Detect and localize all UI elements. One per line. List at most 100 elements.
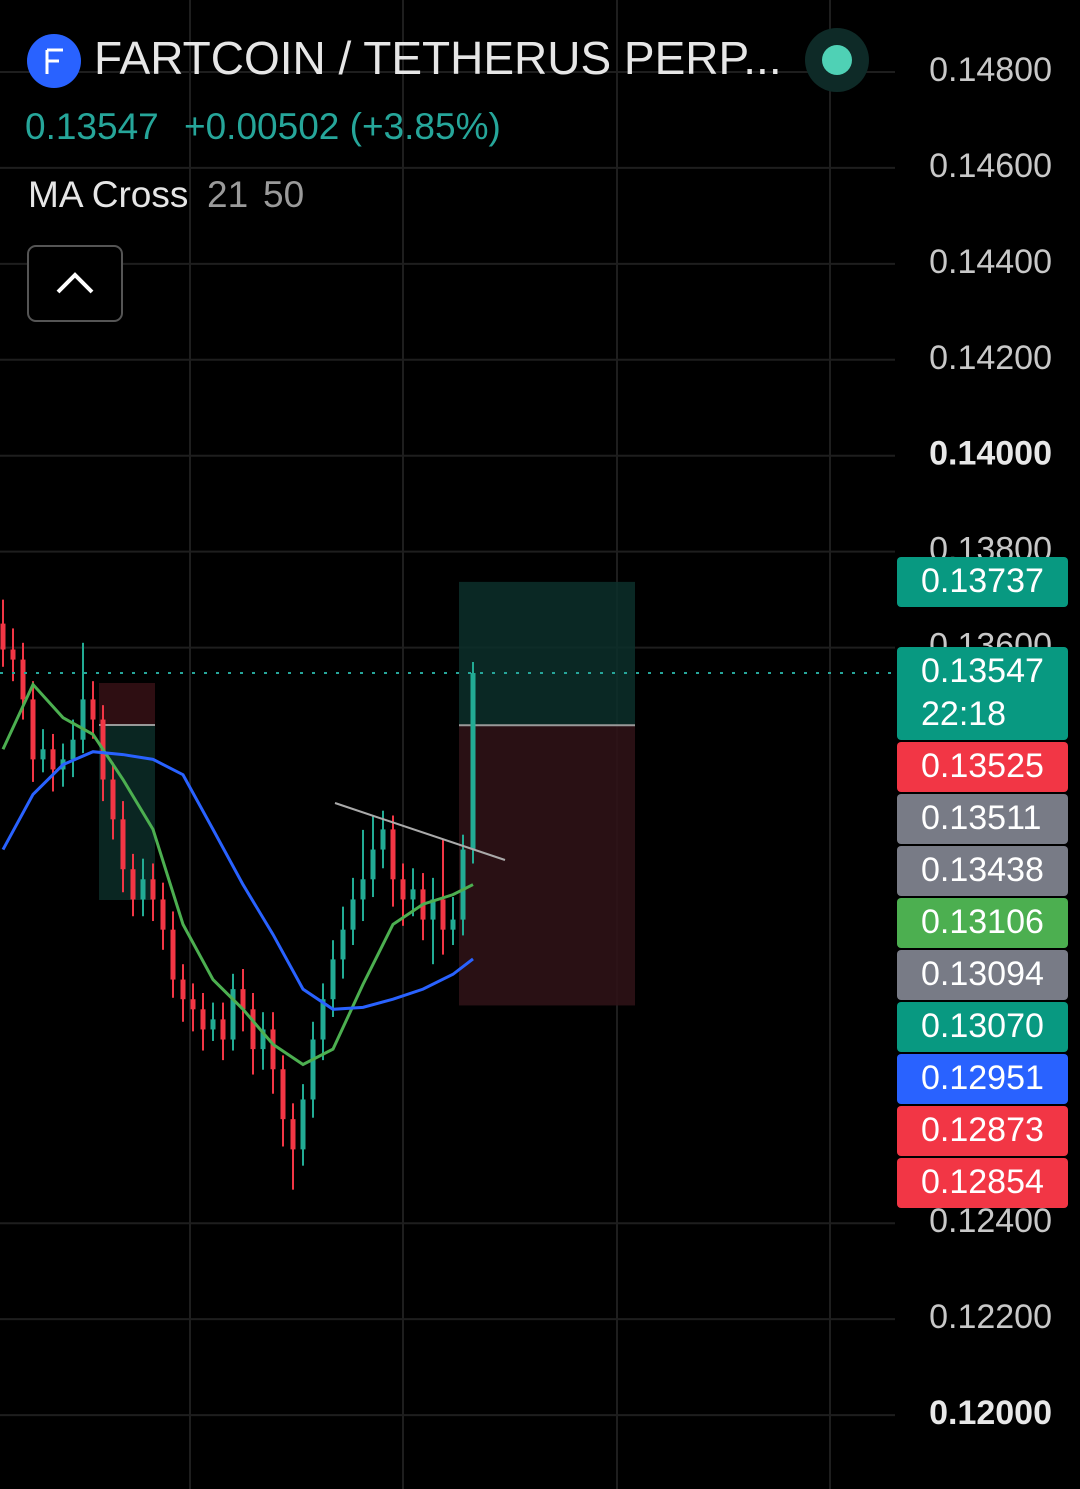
price-tag — [897, 1158, 1068, 1208]
y-tick-label: 0.14800 — [929, 51, 1052, 89]
price-tag — [897, 794, 1068, 844]
candle-body — [410, 889, 416, 900]
trend-line — [334, 802, 506, 861]
price-tag-label: 0.13106 — [921, 903, 1044, 941]
moving-averages — [0, 672, 895, 1067]
y-tick-label: 0.14600 — [929, 147, 1052, 185]
candle-body — [430, 899, 436, 920]
old-target-zone — [99, 725, 155, 900]
stop-zone — [459, 725, 635, 1006]
candle-body — [160, 899, 166, 930]
ma-line — [1, 750, 474, 1011]
collapse-button[interactable] — [27, 245, 123, 322]
last-price: 0.13547 — [25, 106, 159, 147]
candle-body — [260, 1029, 266, 1050]
candle-body — [450, 919, 456, 930]
candle-body — [190, 999, 196, 1010]
candle-body — [170, 929, 176, 980]
candle-body — [50, 749, 56, 770]
indicator-param: 21 — [207, 174, 248, 215]
candle-body — [70, 739, 76, 760]
candle-body — [210, 1019, 216, 1030]
y-tick-label: 0.12400 — [929, 1202, 1052, 1240]
candle-body — [180, 979, 186, 1000]
logo-glyph — [45, 48, 63, 74]
price-tag — [897, 1054, 1068, 1104]
candle-body — [440, 899, 446, 930]
position-tool — [99, 581, 635, 1006]
y-tick-label: 0.14400 — [929, 243, 1052, 281]
old-stop-zone — [99, 683, 155, 725]
candle-body — [470, 673, 476, 850]
candle-body — [30, 699, 36, 760]
chevron-up — [56, 272, 94, 294]
y-tick-label: 0.14000 — [929, 435, 1052, 473]
price-tag-label: 0.13547 — [921, 652, 1044, 690]
candle-body — [120, 819, 126, 870]
price-change: +0.00502 (+3.85%) — [184, 106, 501, 147]
candle-body — [380, 829, 386, 850]
indicator-param: 50 — [263, 174, 304, 215]
price-tag-label: 0.12951 — [921, 1059, 1044, 1097]
price-tag — [897, 647, 1068, 740]
candle-body — [250, 1009, 256, 1050]
price-tag — [897, 557, 1068, 607]
candle-body — [320, 999, 326, 1040]
candle-body — [370, 849, 376, 880]
candle-body — [20, 659, 26, 700]
price-tags: 0.13737 0.13547 22:18 0.13525 0.13511 0.13438… — [897, 557, 1068, 1208]
price-tag-label: 0.13438 — [921, 851, 1044, 889]
candle-body — [310, 1039, 316, 1100]
candle-body — [270, 1029, 276, 1070]
price-tag-label: 0.13070 — [921, 1007, 1044, 1045]
y-tick-label: 0.14200 — [929, 339, 1052, 377]
candle-body — [280, 1069, 286, 1120]
price-tag-label: 0.13094 — [921, 955, 1044, 993]
price-tag — [897, 846, 1068, 896]
candle-body — [350, 899, 356, 930]
price-tag — [897, 950, 1068, 1000]
price-tag-label: 0.12873 — [921, 1111, 1044, 1149]
price-tag-label: 0.12854 — [921, 1163, 1044, 1201]
price-tag — [897, 898, 1068, 948]
candle-body — [130, 869, 136, 900]
market-status[interactable] — [822, 45, 852, 75]
candle-body — [40, 749, 46, 760]
y-tick-label: 0.12200 — [929, 1298, 1052, 1336]
candle-body — [330, 959, 336, 1000]
candle-body — [400, 879, 406, 900]
grid — [0, 70, 895, 1417]
candle-body — [150, 879, 156, 900]
candle-body — [340, 929, 346, 960]
symbol-title[interactable]: FARTCOIN / TETHERUS PERP... — [94, 32, 782, 84]
target-zone — [459, 581, 635, 726]
candle-body — [240, 989, 246, 1010]
candle-body — [300, 1099, 306, 1150]
candle-body — [220, 1019, 226, 1040]
bar-countdown: 22:18 — [921, 695, 1006, 733]
candle-body — [110, 779, 116, 820]
candle-body — [90, 699, 96, 720]
candles — [0, 599, 476, 1190]
price-tag — [897, 1106, 1068, 1156]
candle-body — [230, 989, 236, 1040]
ma-line — [1, 681, 474, 1067]
candle-body — [0, 623, 6, 650]
candle-body — [460, 849, 466, 920]
candle-body — [290, 1119, 296, 1150]
price-tag-label: 0.13511 — [921, 799, 1041, 837]
candle-body — [80, 699, 86, 740]
price-tag-label: 0.13737 — [921, 562, 1044, 600]
candle-body — [200, 1009, 206, 1030]
candle-body — [390, 829, 396, 880]
candle-body — [10, 649, 16, 660]
candle-body — [360, 879, 366, 900]
y-tick-label: 0.12000 — [929, 1394, 1052, 1432]
price-tag — [897, 742, 1068, 792]
indicator-name[interactable]: MA Cross — [28, 174, 188, 215]
price-tag-label: 0.13525 — [921, 747, 1044, 785]
price-tag — [897, 1002, 1068, 1052]
candle-body — [140, 879, 146, 900]
